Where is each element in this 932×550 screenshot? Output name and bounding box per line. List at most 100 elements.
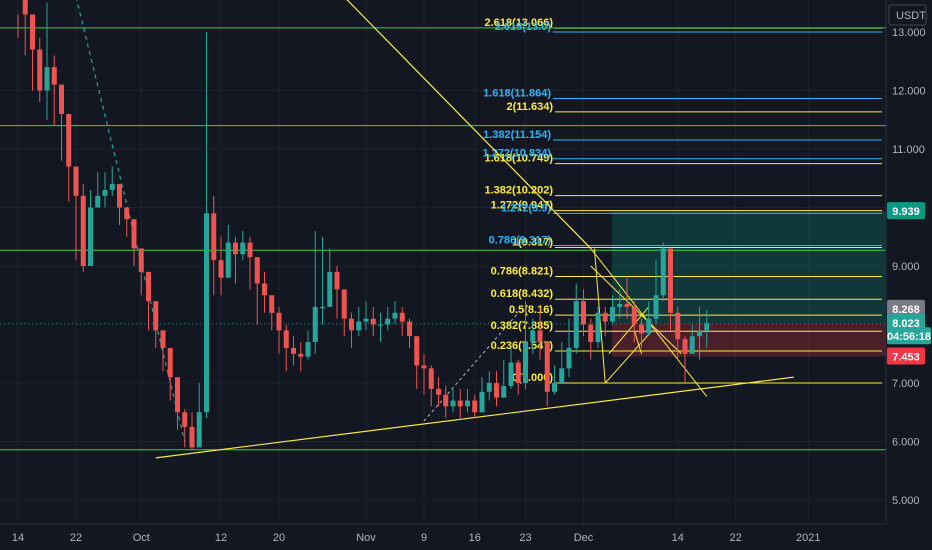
x-tick-label: Dec — [574, 532, 594, 544]
candle-body — [370, 318, 376, 325]
candle-body — [610, 306, 615, 322]
fib-level-label: 0(7.000) — [512, 372, 553, 384]
candle-body — [436, 388, 441, 395]
fib-level-label: 1.272(10.834) — [483, 148, 552, 160]
price-tag — [887, 347, 925, 365]
candle-body — [646, 318, 652, 334]
x-tick-label: Oct — [133, 532, 150, 544]
fib-level-label: 0.786(9.317) — [489, 235, 552, 247]
fib-level-label: 1.618(11.864) — [483, 87, 551, 99]
x-tick-label: 2021 — [796, 532, 820, 544]
candle-body — [450, 400, 456, 407]
candle-body — [566, 347, 572, 369]
fib-level-label: 2.618(13.0) — [495, 21, 552, 33]
candle-body — [356, 321, 362, 331]
x-tick-label: 23 — [519, 532, 531, 544]
candle-body — [218, 260, 224, 278]
candle-body — [537, 330, 543, 343]
x-tick-label: 9 — [421, 532, 427, 544]
candle-body — [269, 295, 275, 313]
fib-level-label: 1.272(9.947) — [491, 200, 554, 212]
candle-body — [349, 318, 354, 331]
candle-body — [138, 248, 144, 272]
candle-body — [196, 412, 202, 448]
fib-level-label: 0.5(8.16) — [509, 304, 553, 316]
price-tag-label: 8.023 — [892, 318, 920, 330]
candle-body — [501, 385, 507, 398]
candle-body — [414, 336, 420, 366]
candle-body — [305, 342, 311, 357]
fib-level-label: 2.618(13.066) — [485, 17, 554, 29]
candle-body — [341, 289, 347, 319]
candle-body — [131, 219, 137, 249]
candle-body — [283, 330, 289, 348]
candle-body — [175, 377, 180, 413]
candle-body — [624, 304, 630, 307]
candle-body — [167, 347, 173, 378]
candle-body — [472, 400, 478, 413]
price-tag-label: 7.453 — [892, 351, 920, 363]
y-tick-label: 5.000 — [892, 495, 920, 507]
y-tick-label: 7.000 — [892, 378, 920, 390]
candle-body — [552, 383, 557, 392]
price-tag-label: 8.268 — [892, 304, 920, 316]
candle-body — [486, 383, 492, 392]
candle-body — [675, 312, 681, 340]
fib-level-label: 1.382(10.202) — [485, 185, 554, 197]
candle-body — [298, 353, 304, 357]
y-tick-label: 11.000 — [892, 144, 925, 156]
candle-body — [66, 113, 72, 167]
candle-body — [559, 368, 565, 383]
candle-body — [421, 365, 427, 369]
fib-level-label: 2(11.634) — [507, 101, 554, 113]
x-tick-label: 14 — [672, 532, 684, 544]
candle-body — [595, 312, 601, 343]
candle-body — [51, 67, 57, 85]
y-tick-label: 6.000 — [892, 437, 920, 449]
candle-body — [182, 412, 188, 427]
candle-body — [544, 342, 550, 392]
x-tick-label: 16 — [469, 532, 481, 544]
candle-body — [378, 324, 383, 326]
candle-body — [262, 283, 267, 296]
candle-body — [697, 330, 702, 337]
candle-body — [581, 301, 586, 325]
candle-body — [704, 323, 710, 331]
candle-body — [146, 271, 151, 302]
candle-body — [233, 242, 238, 255]
price-tag — [887, 202, 925, 220]
candle-body — [88, 207, 93, 266]
x-tick-label: 22 — [70, 532, 82, 544]
candle-body — [291, 347, 296, 354]
candle-body — [117, 184, 122, 208]
candle-body — [508, 362, 514, 386]
candle-body — [109, 184, 115, 190]
candle-body — [689, 336, 695, 354]
candle-body — [211, 213, 217, 261]
candle-body — [523, 342, 528, 383]
fib-level-label: 1.272(9.9) — [501, 202, 551, 214]
candle-body — [363, 318, 369, 322]
candle-body — [515, 362, 521, 383]
grid-lines — [0, 0, 886, 524]
candle-body — [59, 84, 64, 114]
candle-body — [312, 306, 318, 343]
price-tag — [887, 299, 925, 317]
x-tick-label: 12 — [215, 532, 227, 544]
y-tick-label: 13.000 — [892, 27, 926, 39]
fib-level-label: 1.618(10.749) — [485, 153, 554, 165]
candle-body — [160, 330, 166, 348]
candle-body — [631, 306, 637, 325]
x-tick-label: 20 — [273, 532, 285, 544]
projection-line — [604, 330, 653, 384]
candle-body — [602, 312, 608, 322]
candlestick-series — [17, 0, 710, 451]
candle-body — [443, 394, 449, 407]
candle-body — [385, 318, 391, 325]
candle-body — [573, 301, 579, 348]
price-tag — [887, 327, 931, 345]
